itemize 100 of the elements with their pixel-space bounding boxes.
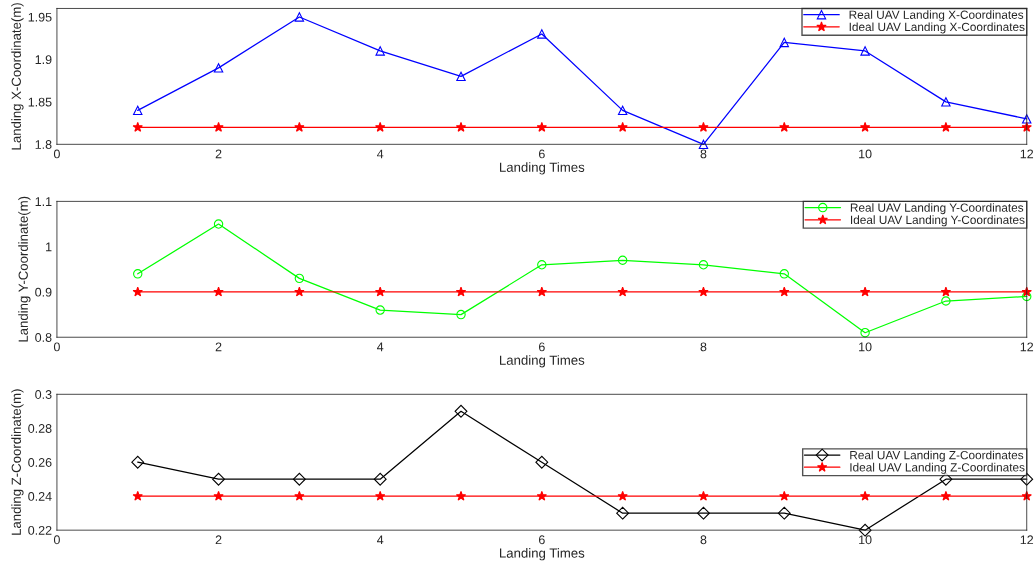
point xyxy=(375,121,386,132)
x-tick-label: 4 xyxy=(377,149,384,159)
y-tick-label: 0.28 xyxy=(28,424,52,433)
point xyxy=(537,260,547,270)
y-tick-label: 0.9 xyxy=(35,287,52,297)
point xyxy=(859,286,871,297)
x-tick-label: 6 xyxy=(538,535,545,545)
y-tick-label: 0.22 xyxy=(28,525,52,535)
legend-label: Ideal UAV Landing Y-Coordinates xyxy=(851,215,1025,227)
y-axis-title: Landing Y-Coordinate(m) xyxy=(18,196,31,342)
point xyxy=(859,121,871,132)
y-tick-label: 1.95 xyxy=(28,12,52,22)
y-tick-label: 0.24 xyxy=(28,492,52,501)
y-tick-label: 1.9 xyxy=(35,55,52,65)
x-axis-title: Landing Times xyxy=(500,162,585,175)
legend-label: Ideal UAV Landing Z-Coordinates xyxy=(850,462,1025,474)
y-tick-label: 0.3 xyxy=(35,390,52,399)
point xyxy=(213,286,224,297)
point xyxy=(698,139,709,150)
point xyxy=(617,121,628,132)
point xyxy=(536,286,548,297)
point xyxy=(132,286,143,297)
point xyxy=(1021,114,1032,124)
point xyxy=(375,46,385,56)
y-tick-label: 1 xyxy=(46,242,52,252)
x-tick-label: 8 xyxy=(700,149,707,159)
point xyxy=(456,309,466,320)
y-tick-label: 0.8 xyxy=(35,333,52,342)
point xyxy=(698,286,709,297)
x-tick-label: 0 xyxy=(53,342,60,352)
point xyxy=(373,472,387,486)
x-tick-label: 12 xyxy=(1020,342,1034,352)
point xyxy=(455,121,467,132)
point xyxy=(294,121,305,132)
x-tick-label: 2 xyxy=(215,535,222,545)
point xyxy=(779,121,790,132)
legend-label: Real UAV Landing Y-Coordinates xyxy=(850,203,1024,215)
point xyxy=(697,506,710,520)
point xyxy=(698,260,709,270)
point xyxy=(535,455,549,469)
legend-label: Ideal UAV Landing X-Coordinates xyxy=(849,22,1025,34)
x-tick-label: 12 xyxy=(1020,149,1034,159)
point xyxy=(213,219,224,229)
point xyxy=(133,269,143,279)
point xyxy=(456,71,466,82)
point xyxy=(292,472,306,486)
point xyxy=(132,121,143,132)
point xyxy=(616,506,630,520)
point xyxy=(779,37,789,48)
x-axis-title: Landing Times xyxy=(500,548,585,561)
point xyxy=(375,286,386,297)
x-tick-label: 10 xyxy=(859,342,872,352)
point xyxy=(213,490,224,501)
point xyxy=(294,286,305,297)
point xyxy=(779,490,790,501)
point xyxy=(940,490,952,501)
x-tick-label: 0 xyxy=(53,535,60,545)
point xyxy=(779,269,789,279)
point xyxy=(1021,291,1032,302)
point xyxy=(536,121,548,132)
point xyxy=(294,490,305,501)
point xyxy=(860,327,870,338)
point xyxy=(375,490,386,501)
point xyxy=(617,105,628,116)
point xyxy=(454,404,468,418)
point xyxy=(455,490,467,501)
x-axis-title: Landing Times xyxy=(500,355,585,368)
point xyxy=(537,29,547,39)
legend-label: Real UAV Landing Z-Coordinates xyxy=(850,450,1024,462)
point xyxy=(860,46,870,56)
point xyxy=(941,97,951,107)
point xyxy=(294,12,305,22)
point xyxy=(536,490,548,501)
x-tick-label: 6 xyxy=(538,342,545,352)
x-tick-label: 6 xyxy=(538,149,545,159)
x-tick-label: 4 xyxy=(377,535,384,545)
x-tick-label: 10 xyxy=(859,535,872,545)
point xyxy=(940,286,952,297)
point xyxy=(132,490,143,501)
x-tick-label: 10 xyxy=(859,149,872,159)
legend-label: Real UAV Landing X-Coordinates xyxy=(849,10,1024,22)
y-axis-title: Landing Z-Coordinate(m) xyxy=(11,389,24,535)
point xyxy=(859,490,871,501)
point xyxy=(779,286,790,297)
point xyxy=(777,506,791,520)
y-tick-label: 1.85 xyxy=(28,97,52,107)
point xyxy=(617,286,628,297)
point xyxy=(940,121,952,132)
y-axis-title: Landing X-Coordinate(m) xyxy=(11,3,24,150)
point xyxy=(212,472,226,486)
point xyxy=(375,305,385,315)
x-tick-label: 12 xyxy=(1020,535,1034,545)
point xyxy=(941,296,951,306)
x-tick-label: 2 xyxy=(215,342,222,352)
point xyxy=(213,121,224,132)
point xyxy=(294,273,305,284)
x-tick-label: 8 xyxy=(700,535,707,545)
point xyxy=(213,63,224,73)
y-tick-label: 1.1 xyxy=(35,197,52,206)
y-tick-label: 0.26 xyxy=(28,458,52,467)
